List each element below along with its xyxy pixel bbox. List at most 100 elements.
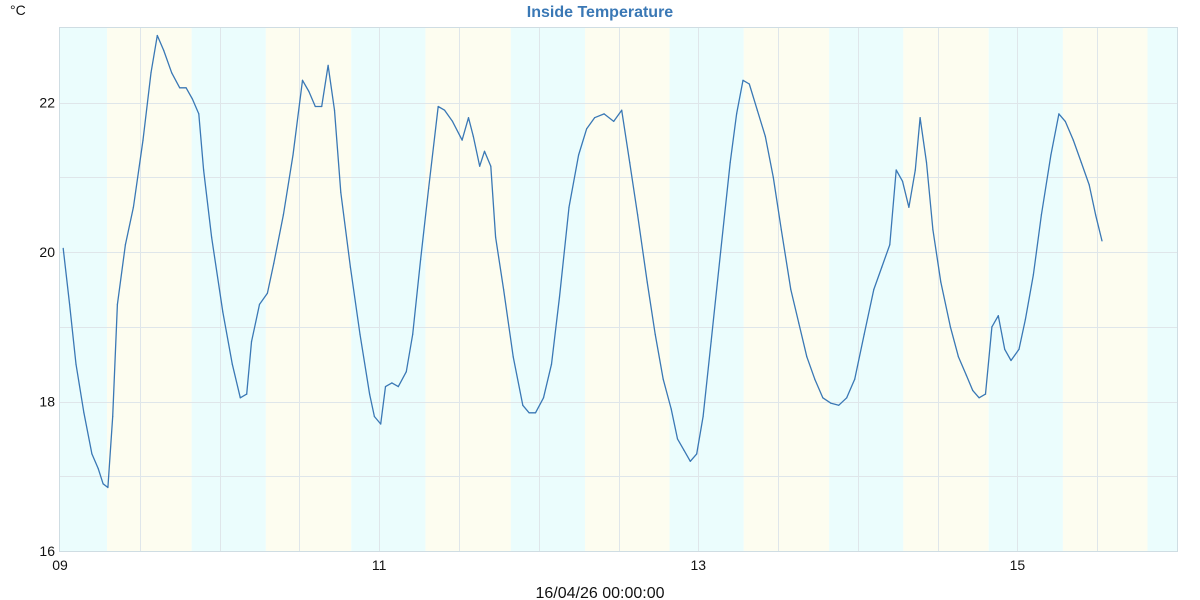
series-layer xyxy=(62,34,1103,489)
temperature-data-point xyxy=(662,378,664,380)
temperature-data-point xyxy=(814,378,816,380)
temperature-data-point xyxy=(150,72,152,74)
temperature-data-point xyxy=(932,229,934,231)
temperature-data-point xyxy=(231,363,233,365)
temperature-data-point xyxy=(1004,348,1006,350)
temperature-data-point xyxy=(586,128,588,130)
temperature-data-point xyxy=(384,386,387,388)
temperature-data-point xyxy=(654,333,656,335)
temperature-data-point xyxy=(683,449,685,451)
chart-title: Inside Temperature xyxy=(527,4,674,21)
temperature-data-point xyxy=(1101,240,1103,242)
temperature-data-point xyxy=(822,397,824,399)
temperature-data-point xyxy=(670,408,672,410)
temperature-data-point xyxy=(736,113,738,115)
y-tick-label: 20 xyxy=(39,244,55,260)
temperature-data-point xyxy=(62,247,64,249)
temperature-data-point xyxy=(222,311,224,313)
temperature-data-point xyxy=(710,341,712,343)
temperature-data-point xyxy=(925,161,928,164)
temperature-data-point xyxy=(689,460,691,462)
grid-lines xyxy=(60,28,1177,551)
temperature-data-point xyxy=(132,206,134,208)
temperature-data-point xyxy=(908,206,910,208)
temperature-data-point xyxy=(495,236,497,238)
y-tick-label: 22 xyxy=(39,95,55,111)
temperature-data-point xyxy=(1088,184,1090,186)
temperature-data-point xyxy=(742,79,744,81)
temperature-data-point xyxy=(748,83,750,85)
temperature-data-point xyxy=(1064,120,1066,122)
temperature-data-point xyxy=(444,109,446,111)
temperature-data-point xyxy=(239,397,241,399)
temperature-data-point xyxy=(1024,318,1026,320)
temperature-data-point xyxy=(428,188,430,190)
temperature-data-point xyxy=(1095,214,1097,216)
temperature-data-point xyxy=(156,34,158,37)
temperature-data-point xyxy=(273,262,275,264)
temperature-data-point xyxy=(185,87,187,89)
temperature-data-point xyxy=(1040,214,1042,216)
temperature-data-point xyxy=(69,303,71,305)
day-band xyxy=(584,28,670,551)
temperature-data-point xyxy=(1058,113,1060,115)
night-band xyxy=(351,28,426,551)
temperature-data-point xyxy=(163,49,165,52)
temperature-data-point xyxy=(490,165,492,167)
temperature-data-point xyxy=(863,333,865,335)
temperature-data-point xyxy=(107,486,109,489)
temperature-data-point xyxy=(838,404,840,406)
temperature-data-point xyxy=(314,105,316,108)
y-tick-label: 18 xyxy=(39,394,55,410)
temperature-data-point xyxy=(308,90,310,93)
temperature-data-point xyxy=(646,281,648,283)
temperature-data-point xyxy=(790,288,792,291)
temperature-data-point xyxy=(116,303,118,305)
temperature-data-point xyxy=(258,303,261,305)
temperature-data-point xyxy=(1032,274,1034,276)
temperature-data-point xyxy=(542,397,545,399)
temperature-data-point xyxy=(91,453,93,455)
temperature-data-point xyxy=(1072,139,1074,141)
day-band xyxy=(743,28,830,551)
day-night-bands xyxy=(60,28,1177,551)
temperature-data-point xyxy=(965,374,968,376)
temperature-data-point xyxy=(321,105,323,108)
temperature-data-point xyxy=(301,79,304,81)
x-tick-label: 09 xyxy=(52,557,68,573)
temperature-data-point xyxy=(349,266,351,268)
temperature-data-point xyxy=(895,169,897,171)
temperature-data-point xyxy=(756,109,758,111)
temperature-data-point xyxy=(957,356,960,358)
temperature-data-point xyxy=(613,120,615,122)
temperature-data-point xyxy=(1050,154,1052,156)
temperature-data-point xyxy=(696,453,698,455)
temperature-data-point xyxy=(528,412,530,414)
temperature-data-point xyxy=(437,105,439,108)
temperature-data-point xyxy=(873,288,875,291)
temperature-data-point xyxy=(75,363,77,365)
temperature-data-point xyxy=(266,292,268,294)
day-band xyxy=(107,28,192,551)
temperature-data-point xyxy=(282,214,284,216)
night-band xyxy=(988,28,1063,551)
night-band xyxy=(191,28,266,551)
temperature-data-point xyxy=(503,288,505,291)
temperature-data-point xyxy=(420,259,422,261)
temperature-data-point xyxy=(246,393,248,395)
plot-border xyxy=(59,27,1178,552)
temperature-data-point xyxy=(359,333,361,335)
temperature-data-point xyxy=(978,397,980,399)
temperature-data-point xyxy=(594,117,596,119)
night-band xyxy=(829,28,904,551)
y-axis-unit: °C xyxy=(10,2,26,18)
temperature-data-point xyxy=(676,438,679,440)
x-tick-label: 11 xyxy=(372,557,387,573)
x-tick-label: 13 xyxy=(690,557,706,573)
temperature-data-point xyxy=(558,296,561,298)
temperature-data-point xyxy=(179,87,181,89)
temperature-data-point xyxy=(578,154,580,156)
temperature-data-point xyxy=(637,214,639,216)
temperature-data-point xyxy=(124,244,126,246)
